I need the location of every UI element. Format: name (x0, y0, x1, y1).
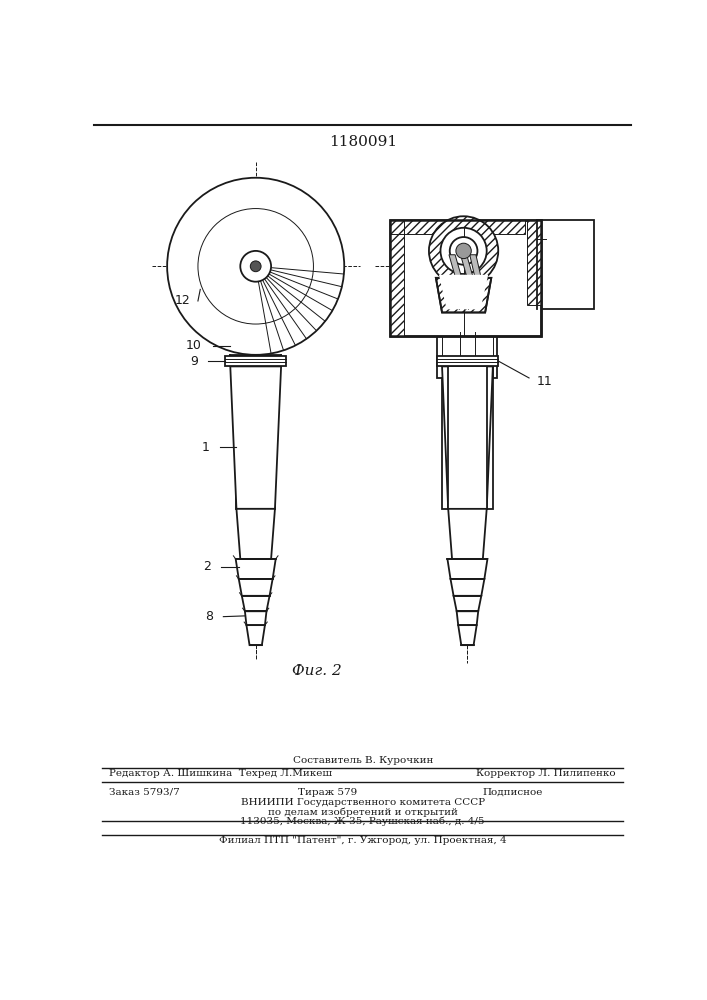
Text: Тираж 579: Тираж 579 (298, 788, 357, 797)
Text: Филиал ПТП "Патент", г. Ужгород, ул. Проектная, 4: Филиал ПТП "Патент", г. Ужгород, ул. Про… (219, 836, 506, 845)
Polygon shape (449, 255, 463, 282)
Text: 1: 1 (201, 441, 209, 454)
Polygon shape (245, 611, 267, 625)
Bar (236, 366, 275, 509)
Bar (437, 356, 498, 366)
Polygon shape (230, 366, 281, 509)
Bar (390, 220, 404, 336)
Polygon shape (247, 625, 265, 645)
Bar (390, 220, 404, 336)
Bar (442, 378, 493, 509)
Circle shape (198, 209, 313, 324)
Text: 10: 10 (186, 339, 201, 352)
Text: ВНИИПИ Государственного комитета СССР: ВНИИПИ Государственного комитета СССР (240, 798, 485, 807)
Circle shape (440, 228, 486, 274)
Text: 1180091: 1180091 (329, 135, 397, 149)
Text: Заказ 5793/7: Заказ 5793/7 (110, 788, 180, 797)
Text: 9: 9 (190, 355, 198, 368)
Text: по делам изобретений и открытий: по делам изобретений и открытий (268, 807, 457, 817)
Polygon shape (439, 275, 489, 309)
Polygon shape (450, 579, 484, 596)
Bar (390, 220, 525, 234)
Text: Редактор А. Шишкина  Техред Л.Микеш: Редактор А. Шишкина Техред Л.Микеш (110, 769, 332, 778)
Polygon shape (454, 596, 481, 611)
Text: 11: 11 (537, 375, 552, 388)
Polygon shape (458, 625, 477, 645)
Bar (390, 220, 525, 234)
Polygon shape (448, 509, 486, 559)
Text: Составитель В. Курочкин: Составитель В. Курочкин (293, 756, 433, 765)
Text: 8: 8 (205, 610, 214, 623)
Bar (390, 220, 541, 336)
Polygon shape (236, 509, 275, 559)
Polygon shape (436, 278, 491, 312)
Circle shape (456, 243, 472, 259)
Polygon shape (442, 366, 493, 509)
Text: Корректор Л. Пилипенко: Корректор Л. Пилипенко (476, 769, 615, 778)
Text: 2: 2 (203, 560, 211, 573)
Polygon shape (448, 559, 487, 579)
Text: 12: 12 (175, 294, 190, 307)
Circle shape (167, 178, 344, 355)
Text: Фиг. 2: Фиг. 2 (293, 664, 342, 678)
Bar (438, 336, 498, 378)
Text: Подписное: Подписное (483, 788, 543, 797)
Bar (527, 220, 541, 305)
Bar (537, 220, 595, 309)
Polygon shape (239, 579, 273, 596)
Bar (527, 220, 541, 305)
Bar (390, 220, 541, 336)
Bar (448, 366, 486, 509)
Polygon shape (469, 255, 482, 282)
Text: 113035, Москва, Ж-35, Раушская наб., д. 4/5: 113035, Москва, Ж-35, Раушская наб., д. … (240, 817, 485, 826)
Polygon shape (235, 559, 276, 579)
Bar (225, 356, 286, 366)
Circle shape (240, 251, 271, 282)
Circle shape (450, 237, 477, 265)
Polygon shape (242, 596, 269, 611)
Circle shape (250, 261, 261, 272)
Polygon shape (460, 255, 474, 282)
Circle shape (429, 216, 498, 286)
Polygon shape (457, 611, 478, 625)
